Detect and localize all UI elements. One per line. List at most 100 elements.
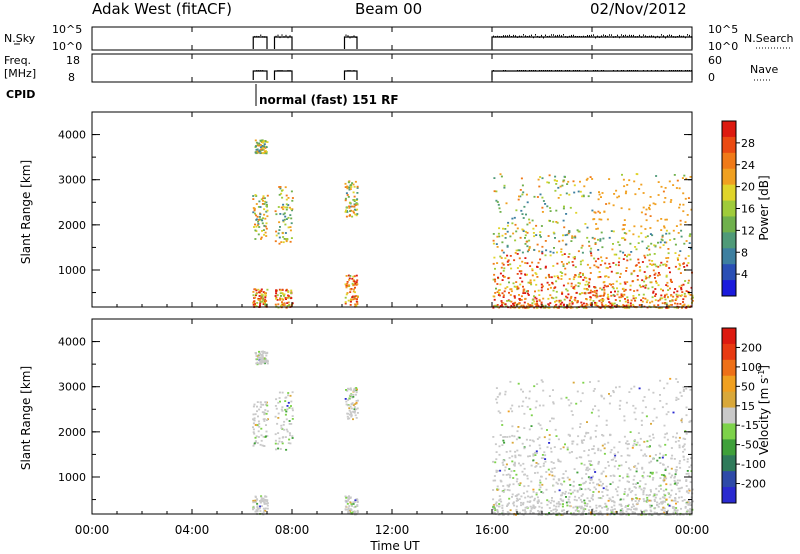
power-echo-cell xyxy=(265,300,268,302)
power-echo-cell xyxy=(689,294,692,296)
power-echo-cell xyxy=(349,300,352,303)
nsearch-point xyxy=(545,34,546,37)
velocity-echo-cell xyxy=(663,511,666,514)
power-echo-cell xyxy=(652,290,655,293)
power-echo-cell xyxy=(679,250,682,252)
velocity-echo-cell xyxy=(527,455,530,458)
power-echo-cell xyxy=(540,225,543,227)
velocity-echo-cell xyxy=(537,500,540,503)
velocity-echo-cell xyxy=(559,503,562,506)
power-echo-cell xyxy=(259,218,262,221)
power-echo-cell xyxy=(615,263,617,266)
velocity-echo-cell xyxy=(291,407,294,410)
power-echo-cell xyxy=(687,197,690,199)
power-echo-cell xyxy=(613,253,616,256)
power-echo-cell xyxy=(595,292,598,295)
velocity-echo-cell xyxy=(608,393,610,395)
velocity-echo-cell xyxy=(263,362,266,365)
power-echo-cell xyxy=(661,297,664,300)
power-echo-cell xyxy=(501,292,504,295)
velocity-echo-cell xyxy=(552,500,555,503)
power-echo-cell xyxy=(588,281,591,284)
power-echo-cell xyxy=(601,303,604,306)
velocity-echo-cell xyxy=(277,447,280,450)
power-echo-cell xyxy=(570,282,573,285)
power-echo-cell xyxy=(344,296,347,299)
power-echo-cell xyxy=(653,244,656,247)
velocity-echo-cell xyxy=(598,504,601,507)
colorbar-tick-label: 8 xyxy=(741,246,748,259)
power-echo-cell xyxy=(258,142,261,145)
power-echo-cell xyxy=(665,218,668,221)
power-echo-cell xyxy=(623,290,626,292)
velocity-echo-cell xyxy=(581,493,584,496)
power-echo-cell xyxy=(635,264,638,266)
power-echo-cell xyxy=(679,264,682,267)
power-echo-cell xyxy=(284,223,287,226)
velocity-echo-cell xyxy=(658,444,661,447)
power-echo-cell xyxy=(504,228,507,230)
power-echo-cell xyxy=(556,275,559,277)
power-echo-cell xyxy=(587,195,590,198)
nave-point xyxy=(643,70,644,71)
power-echo-cell xyxy=(679,272,682,274)
colorbar-tick-label: -50 xyxy=(741,439,759,452)
velocity-echo-cell xyxy=(254,495,257,498)
power-echo-cell xyxy=(576,300,579,302)
power-echo-cell xyxy=(604,307,606,309)
nave-point xyxy=(657,70,658,71)
velocity-echo-cell xyxy=(511,460,514,463)
velocity-echo-cell xyxy=(260,350,263,353)
velocity-echo-cell xyxy=(677,440,680,442)
power-echo-cell xyxy=(259,146,262,149)
power-echo-cell xyxy=(344,199,347,202)
velocity-echo-cell xyxy=(508,468,511,470)
power-echo-cell xyxy=(565,243,568,246)
velocity-echo-cell xyxy=(554,508,557,511)
power-echo-cell xyxy=(492,239,495,242)
nsearch-point xyxy=(499,36,500,38)
velocity-echo-cell xyxy=(509,380,512,383)
velocity-echo-cell xyxy=(629,431,632,433)
velocity-echo-cell xyxy=(353,511,356,514)
power-echo-cell xyxy=(513,296,516,299)
power-echo-cell xyxy=(289,214,292,216)
power-echo-cell xyxy=(509,235,512,238)
power-echo-cell xyxy=(275,213,278,216)
velocity-echo-cell xyxy=(681,421,683,424)
power-echo-cell xyxy=(564,176,566,178)
velocity-echo-cell xyxy=(660,501,663,504)
velocity-echo-cell xyxy=(556,482,559,485)
velocity-echo-cell xyxy=(611,509,614,512)
velocity-echo-cell xyxy=(594,471,597,473)
velocity-echo-cell xyxy=(584,504,586,507)
velocity-echo-cell xyxy=(261,353,264,356)
velocity-echo-cell xyxy=(503,469,506,472)
power-echo-cell xyxy=(346,194,349,196)
power-echo-cell xyxy=(556,221,559,224)
velocity-echo-cell xyxy=(622,498,625,501)
power-echo-cell xyxy=(550,276,553,279)
velocity-echo-cell xyxy=(666,438,669,441)
velocity-echo-cell xyxy=(602,487,605,490)
velocity-echo-cell xyxy=(664,494,667,497)
power-echo-cell xyxy=(524,237,526,239)
nsearch-point xyxy=(607,35,608,38)
velocity-echo-cell xyxy=(571,513,574,516)
power-echo-cell xyxy=(345,286,348,289)
power-echo-cell xyxy=(348,277,351,280)
nsearch-point xyxy=(621,34,622,36)
colorbar-tick-label: 200 xyxy=(741,341,762,354)
power-echo-cell xyxy=(257,206,260,208)
power-echo-cell xyxy=(660,288,662,291)
power-echo-cells xyxy=(252,139,694,309)
power-echo-cell xyxy=(673,238,676,240)
nsearch-point xyxy=(289,35,291,37)
colorbar-tick-label: -15 xyxy=(741,419,759,432)
velocity-echo-cell xyxy=(652,495,655,498)
power-echo-cell xyxy=(599,264,602,266)
power-echo-cell xyxy=(607,276,610,279)
nave-point xyxy=(493,70,494,71)
power-echo-cell xyxy=(531,269,534,272)
velocity-echo-cell xyxy=(552,417,555,420)
